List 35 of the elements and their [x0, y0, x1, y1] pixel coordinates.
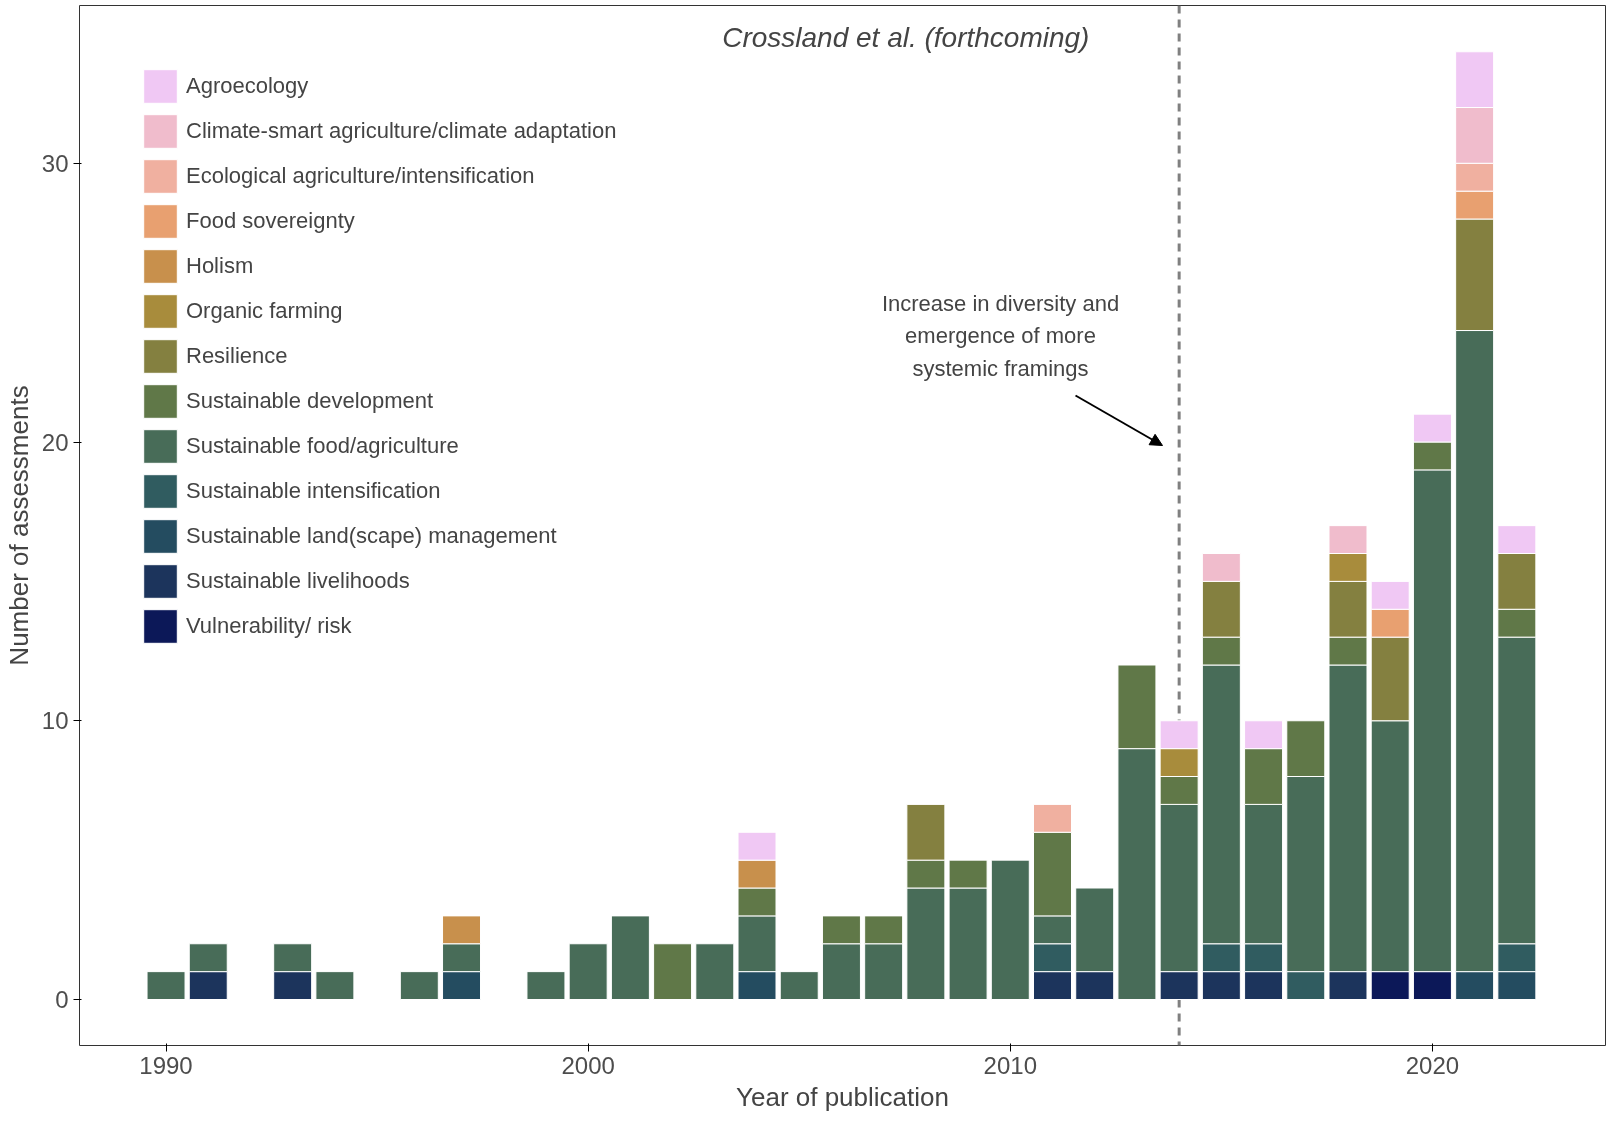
legend-label: Food sovereignty — [186, 207, 355, 235]
legend-label: Holism — [186, 252, 254, 280]
text: Crossland et al. (forthcoming) — [722, 22, 1090, 54]
bar — [146, 971, 186, 1001]
x-tick-label: 2010 — [983, 1051, 1037, 1079]
legend-label: Ecological agriculture/intensification — [186, 162, 535, 190]
annotation: Increase in diversity and emergence of more systemic framings — [881, 290, 1120, 381]
legend-label: Climate-smart agriculture/climate adaptation — [186, 117, 617, 145]
y-tick-label: 0 — [55, 986, 69, 1014]
bar — [779, 971, 819, 1001]
bar — [568, 943, 608, 1001]
bar — [653, 943, 693, 1001]
x-tick-label: 2020 — [1405, 1051, 1460, 1079]
legend-label: Vulnerability/ risk — [186, 612, 352, 640]
legend-label: Sustainable intensification — [186, 477, 441, 505]
x-tick-label: 1990 — [139, 1051, 193, 1079]
x-axis-title: Year of publication — [736, 1081, 949, 1112]
legend-label: Sustainable food/agriculture — [186, 432, 459, 460]
bar — [526, 971, 566, 1001]
y-axis-title: Number of assessments — [3, 385, 34, 666]
legend-label: Sustainable land(scape) management — [186, 522, 557, 550]
legend-label: Organic farming — [186, 297, 343, 325]
legend-label: Resilience — [186, 342, 288, 370]
x-tick-label: 2000 — [561, 1051, 615, 1079]
legend-label: Sustainable development — [186, 387, 434, 415]
legend-label: Sustainable livelihoods — [186, 567, 410, 595]
bar — [610, 915, 650, 1001]
y-tick-label: 30 — [41, 149, 69, 177]
legend-label: Agroecology — [186, 72, 309, 100]
bar — [399, 971, 439, 1001]
bar — [315, 971, 355, 1001]
bar — [695, 943, 735, 1001]
y-tick-label: 10 — [41, 707, 69, 735]
y-tick-label: 20 — [41, 428, 69, 456]
bar — [990, 859, 1030, 1001]
